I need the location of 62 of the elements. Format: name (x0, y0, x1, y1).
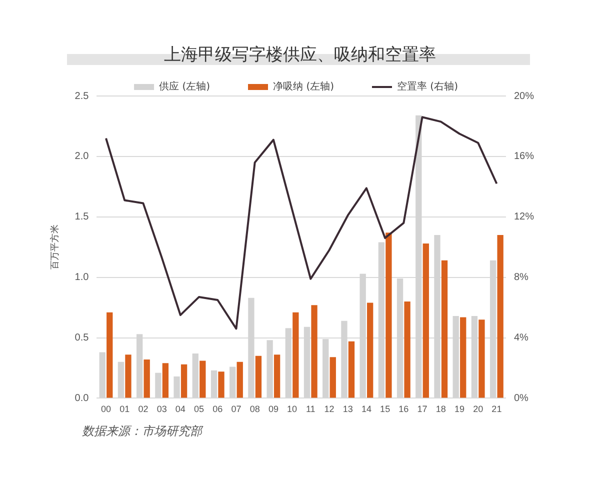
x-tick-label: 16 (398, 404, 409, 414)
x-tick-label: 20 (473, 404, 484, 414)
y2-tick-label: 0% (514, 392, 529, 404)
y-tick-label: 1.0 (74, 272, 90, 284)
x-tick-label: 11 (306, 404, 316, 414)
bar (404, 301, 410, 398)
x-tick-label: 06 (212, 404, 223, 414)
x-tick-label: 17 (417, 404, 428, 414)
bar (460, 317, 466, 398)
x-tick-label: 12 (324, 404, 334, 414)
y2-tick-label: 20% (514, 90, 534, 102)
bar (144, 360, 150, 398)
x-tick-label: 08 (250, 404, 260, 414)
x-tick-label: 04 (175, 404, 186, 414)
bar (162, 363, 169, 398)
y2-tick-label: 8% (514, 272, 529, 284)
legend-label: 空置率 (右轴) (396, 80, 458, 93)
legend-label: 净吸纳 (左轴) (273, 80, 334, 93)
bar (330, 357, 336, 398)
x-tick-label: 01 (120, 404, 130, 414)
y2-tick-label: 16% (514, 151, 534, 162)
x-tick-label: 19 (454, 404, 464, 414)
bar (292, 312, 299, 398)
bar (218, 372, 224, 398)
x-tick-label: 05 (194, 404, 204, 414)
bar (274, 354, 280, 398)
bar (497, 235, 504, 398)
y-tick-label: 2.5 (74, 90, 90, 102)
x-tick-label: 18 (436, 404, 446, 414)
bar (422, 243, 429, 398)
x-tick-label: 07 (231, 404, 242, 414)
y-tick-label: 2.0 (74, 151, 90, 162)
bar (367, 302, 374, 398)
legend-label: 供应 (左轴) (159, 80, 210, 93)
bar (125, 354, 132, 398)
bar (311, 305, 318, 398)
bar (106, 312, 113, 398)
bar (386, 232, 392, 398)
y2-tick-label: 4% (514, 332, 529, 344)
chart-title: 上海甲级写字楼供应、吸纳和空置率 (164, 44, 436, 66)
bar (180, 364, 188, 398)
x-tick-label: 00 (100, 404, 112, 414)
bar (236, 362, 243, 398)
y-axis-title: 百万平方米 (50, 224, 61, 270)
source-note: 数据来源：市场研究部 (82, 423, 202, 440)
y-tick-label: 1.5 (74, 212, 90, 223)
x-tick-label: 03 (156, 404, 167, 414)
bar (441, 260, 448, 398)
bar (255, 356, 262, 398)
bar (478, 320, 485, 398)
x-tick-label: 09 (268, 404, 278, 414)
x-tick-label: 15 (380, 404, 390, 414)
x-tick-label: 21 (492, 404, 502, 414)
bar (200, 360, 206, 398)
y2-tick-label: 12% (514, 212, 534, 223)
x-tick-label: 02 (138, 404, 148, 414)
y-tick-label: 0.0 (74, 392, 90, 404)
bar (348, 341, 355, 398)
x-tick-label: 10 (287, 404, 298, 414)
x-tick-label: 14 (361, 404, 372, 414)
x-tick-label: 13 (342, 404, 353, 414)
y-tick-label: 0.5 (74, 332, 90, 344)
